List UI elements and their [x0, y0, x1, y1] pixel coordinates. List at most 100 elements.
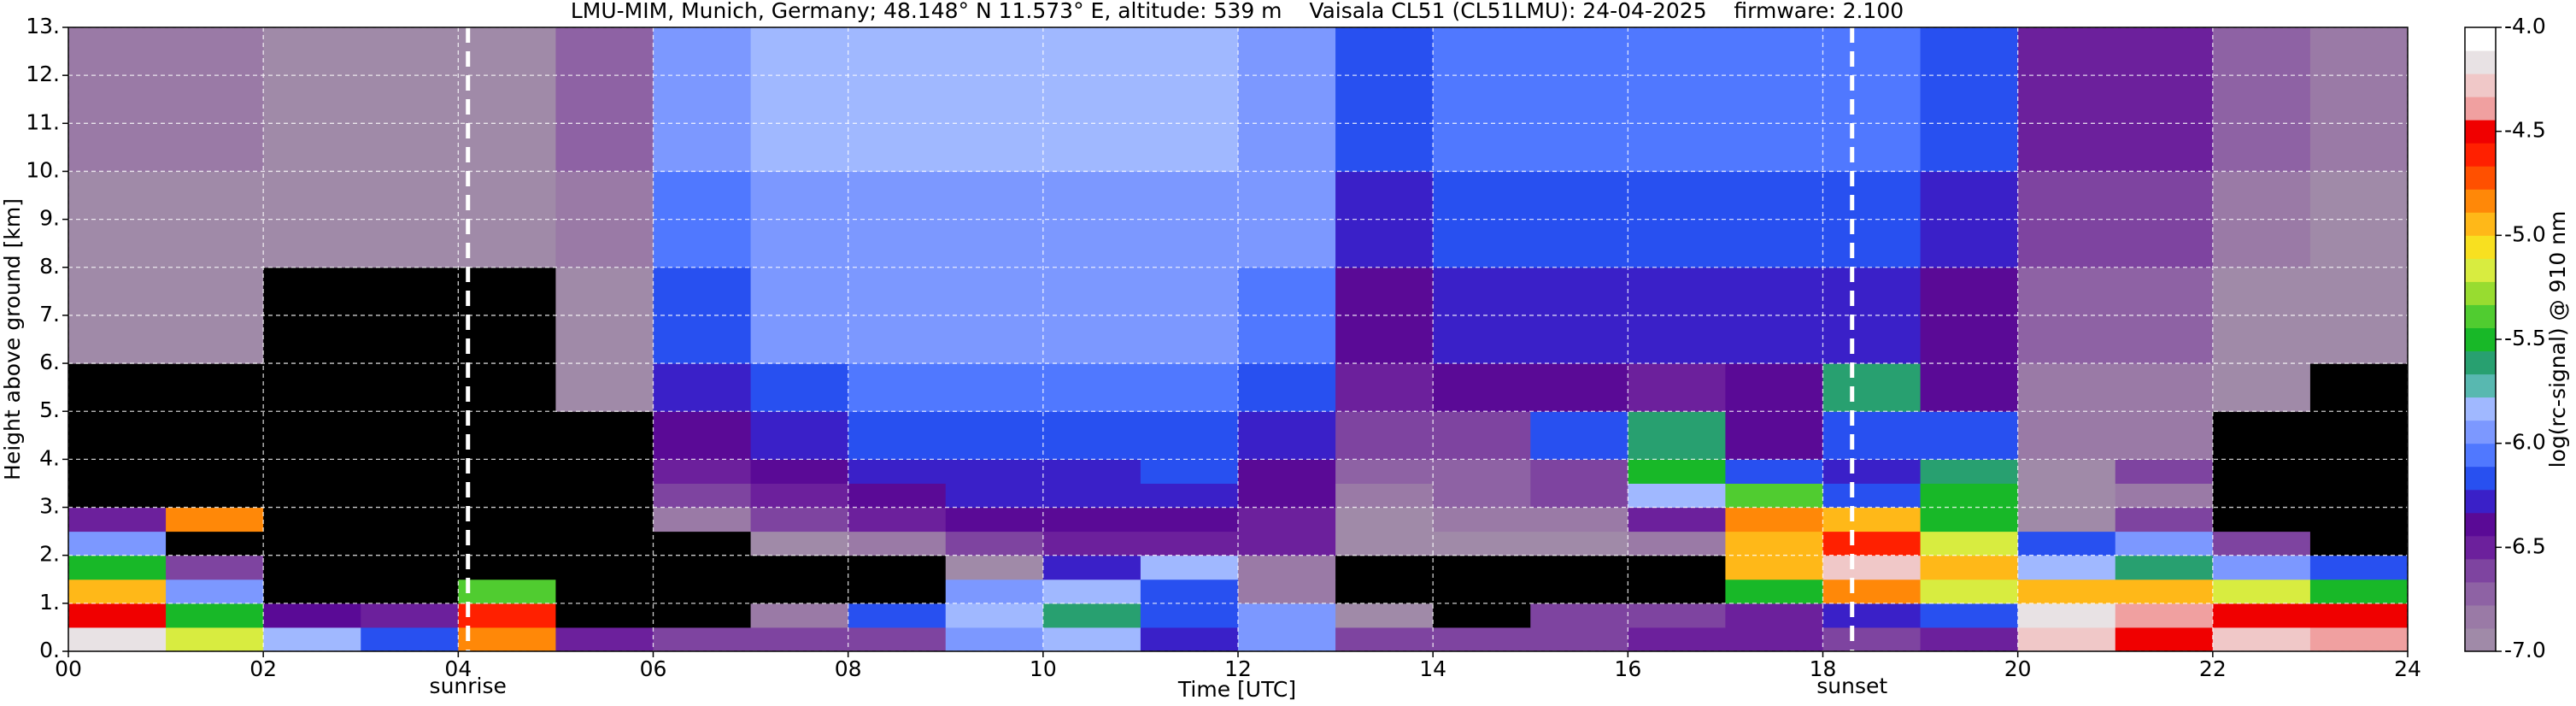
colorbar-segment: [2465, 350, 2496, 375]
heatmap-cell: [361, 411, 459, 460]
heatmap-cell: [2115, 579, 2214, 604]
heatmap-cell: [361, 27, 459, 172]
colorbar-tick-label: -5.0: [2504, 221, 2546, 246]
heatmap-cell: [2309, 627, 2409, 652]
heatmap-cell: [166, 555, 264, 580]
heatmap-cell: [2017, 579, 2116, 604]
heatmap-cell: [2115, 603, 2214, 628]
heatmap-cell: [2212, 411, 2311, 460]
heatmap-cell: [166, 603, 264, 628]
heatmap-cell: [2212, 579, 2311, 604]
colorbar-segment: [2465, 189, 2496, 213]
heatmap-cell: [1042, 459, 1141, 484]
heatmap-cell: [848, 363, 947, 412]
colorbar-segment: [2465, 512, 2496, 537]
y-tick-label: 11.: [26, 109, 60, 134]
heatmap-cell: [750, 603, 849, 628]
heatmap-cell: [2017, 627, 2116, 652]
heatmap-cell: [1628, 483, 1726, 509]
heatmap-cell: [458, 27, 556, 172]
heatmap-cell: [2309, 579, 2409, 604]
heatmap-cell: [1140, 603, 1239, 628]
y-tick-label: 7.: [39, 302, 60, 327]
heatmap-cell: [1725, 627, 1823, 652]
colorbar-segment: [2465, 97, 2496, 121]
heatmap-cell: [1335, 411, 1434, 460]
heatmap-cell: [2212, 507, 2311, 532]
heatmap-cell: [653, 363, 752, 412]
heatmap-cell: [1433, 603, 1531, 628]
heatmap-cell: [1238, 555, 1336, 580]
heatmap-cell: [750, 627, 849, 652]
heatmap-cell: [653, 555, 752, 580]
heatmap-cell: [1628, 531, 1726, 556]
colorbar-segment: [2465, 443, 2496, 468]
colorbar-tick-label: -5.5: [2504, 326, 2546, 350]
colorbar-segment: [2465, 235, 2496, 259]
heatmap-cell: [653, 627, 752, 652]
colorbar-segment: [2465, 420, 2496, 444]
heatmap-cell: [1335, 507, 1434, 532]
heatmap-cell: [1920, 603, 2019, 628]
heatmap-cell: [2115, 27, 2214, 172]
x-tick-label: 04: [444, 656, 472, 681]
heatmap-cell: [2309, 555, 2409, 580]
heatmap-cell: [1238, 483, 1336, 509]
heatmap-cell: [945, 507, 1044, 532]
heatmap-cell: [263, 579, 361, 604]
heatmap-cell: [1140, 27, 1239, 172]
heatmap-cell: [166, 363, 264, 412]
heatmap-cell: [2212, 483, 2311, 509]
colorbar-tick-label: -4.0: [2504, 14, 2546, 38]
heatmap-cell: [166, 411, 264, 460]
heatmap-cell: [555, 531, 654, 556]
colorbar-tick-label: -7.0: [2504, 638, 2546, 662]
heatmap-cell: [750, 483, 849, 509]
heatmap-cell: [2212, 603, 2311, 628]
y-tick-label: 2.: [39, 542, 60, 567]
colorbar-segment: [2465, 604, 2496, 629]
heatmap-cell: [1920, 531, 2019, 556]
heatmap-cell: [1238, 531, 1336, 556]
heatmap-cell: [1725, 27, 1823, 172]
heatmap-cell: [2115, 411, 2214, 460]
heatmap-cell: [1042, 627, 1141, 652]
heatmap-cell: [1042, 411, 1141, 460]
heatmap-cell: [1920, 459, 2019, 484]
heatmap-cell: [68, 627, 167, 652]
heatmap-cell: [166, 483, 264, 509]
heatmap-cell: [1140, 627, 1239, 652]
heatmap-cell: [68, 603, 167, 628]
heatmap-cell: [2309, 459, 2409, 484]
heatmap-cell: [1725, 363, 1823, 412]
heatmap-cell: [361, 627, 459, 652]
heatmap-cell: [1822, 483, 1922, 509]
heatmap-cell: [1530, 411, 1628, 460]
x-tick-label: 00: [55, 656, 82, 681]
y-axis-label: Height above ground [km]: [0, 198, 25, 480]
heatmap-cell: [2309, 531, 2409, 556]
heatmap-cell: [1822, 627, 1922, 652]
x-axis-label: Time [UTC]: [1177, 677, 1296, 702]
heatmap-cell: [653, 411, 752, 460]
heatmap-cell: [1335, 627, 1434, 652]
heatmap-cell: [1628, 603, 1726, 628]
heatmap-cell: [555, 555, 654, 580]
heatmap-cell: [848, 579, 947, 604]
heatmap-cell: [1238, 363, 1336, 412]
heatmap-cell: [68, 459, 167, 484]
heatmap-cell: [1628, 459, 1726, 484]
heatmap-cell: [555, 603, 654, 628]
heatmap-cell: [555, 507, 654, 532]
heatmap-cell: [2017, 555, 2116, 580]
colorbar-segment: [2465, 397, 2496, 421]
heatmap-cell: [1628, 411, 1726, 460]
colorbar-label: log(rc-signal) @ 910 nm: [2545, 211, 2570, 468]
heatmap-cell: [263, 531, 361, 556]
heatmap-cell: [263, 603, 361, 628]
heatmap-cell: [166, 507, 264, 532]
heatmap-cell: [945, 483, 1044, 509]
heatmap-cell: [1140, 411, 1239, 460]
heatmap-cell: [1335, 483, 1434, 509]
